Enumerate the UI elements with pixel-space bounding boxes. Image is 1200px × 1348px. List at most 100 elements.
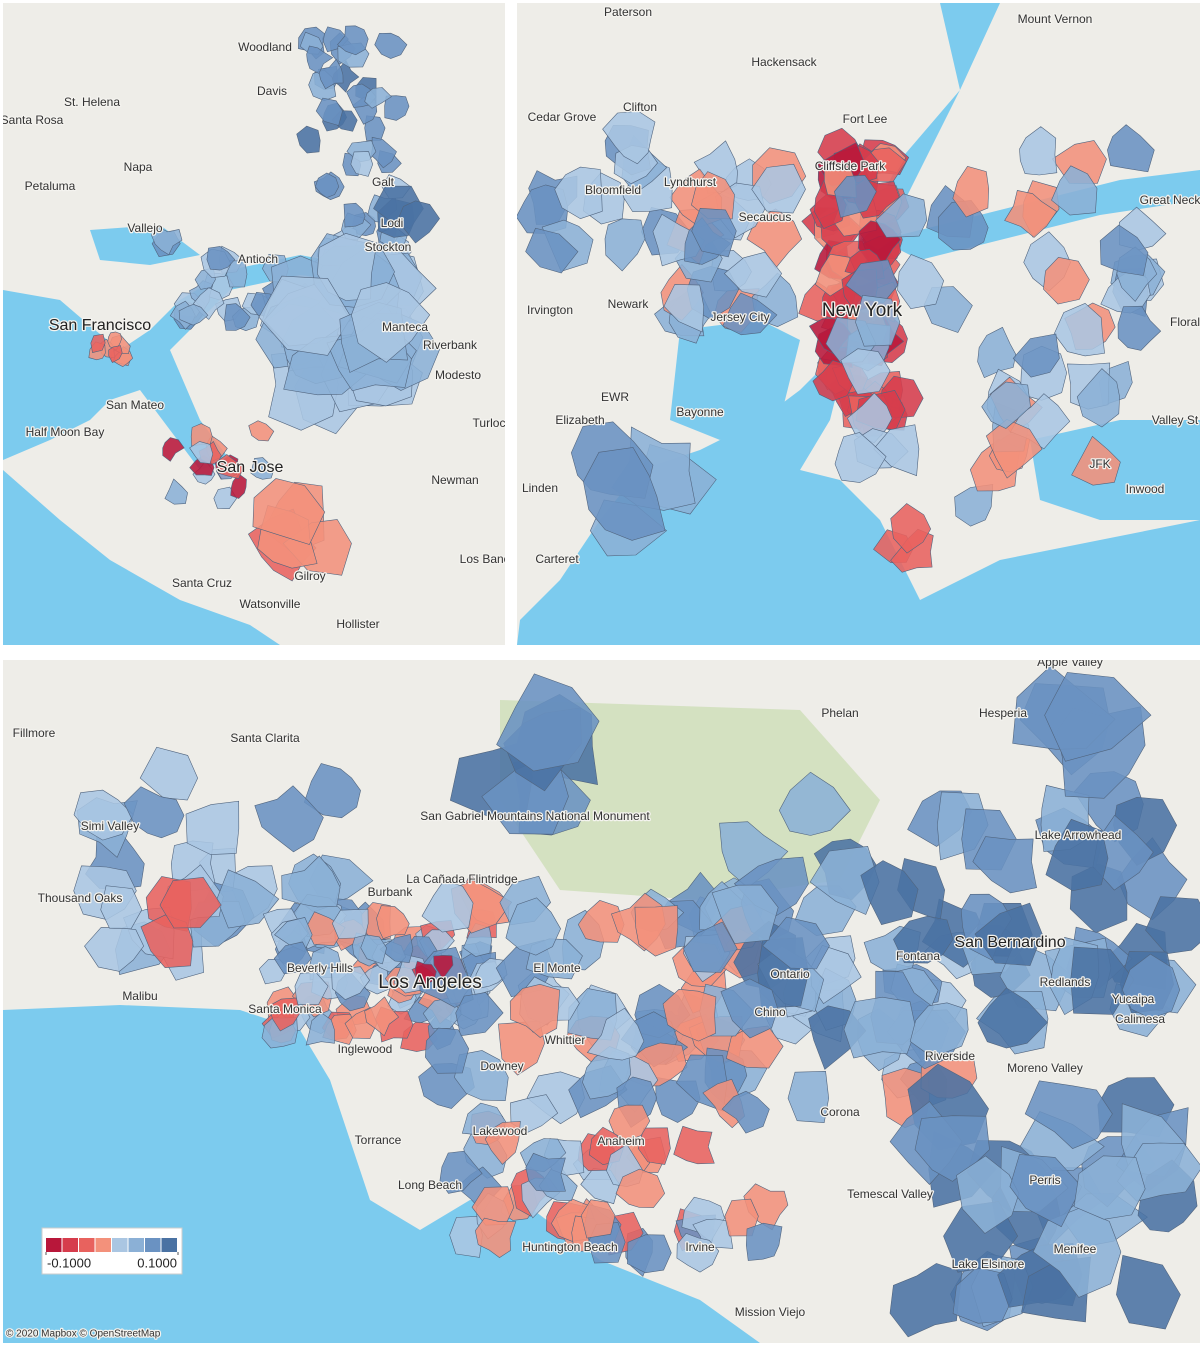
legend-label: -0.1000 bbox=[47, 1255, 91, 1270]
legend-swatch bbox=[79, 1238, 95, 1252]
place-label: Bloomfield bbox=[585, 183, 641, 197]
legend-label: 0.1000 bbox=[137, 1255, 177, 1270]
place-label: Cliffside Park bbox=[815, 159, 886, 173]
legend-swatch bbox=[129, 1238, 145, 1252]
place-label: Inglewood bbox=[338, 1042, 393, 1056]
place-label: Thousand Oaks bbox=[38, 891, 123, 905]
place-label: Huntington Beach bbox=[522, 1240, 617, 1254]
place-label: Turlock bbox=[473, 416, 513, 430]
place-label: Newark bbox=[608, 297, 650, 311]
place-label: Jersey City bbox=[710, 310, 769, 324]
place-label: La Cañada Flintridge bbox=[406, 872, 518, 886]
place-label: Lake Arrowhead bbox=[1035, 828, 1122, 842]
place-label: Phelan bbox=[821, 706, 858, 720]
place-label: Lakewood bbox=[473, 1124, 528, 1138]
place-label: Bayonne bbox=[676, 405, 724, 419]
place-label: San Mateo bbox=[106, 398, 164, 412]
place-label: Hesperia bbox=[979, 706, 1027, 720]
legend-swatch bbox=[96, 1238, 112, 1252]
place-label: EWR bbox=[601, 390, 629, 404]
place-label: Elizabeth bbox=[555, 413, 604, 427]
place-label: New York bbox=[822, 300, 903, 321]
place-label: Burbank bbox=[368, 885, 414, 899]
place-label: Lodi bbox=[381, 216, 404, 230]
place-label: Downey bbox=[480, 1059, 523, 1073]
place-label: Floral bbox=[1170, 315, 1200, 329]
new-york-map: Paterson Mount Vernon Hackensack Cedar Grov… bbox=[516, 3, 1200, 645]
place-label: Menifee bbox=[1054, 1242, 1097, 1256]
place-label: Riverbank bbox=[423, 338, 478, 352]
place-label: Malibu bbox=[122, 989, 157, 1003]
place-label: Temescal Valley bbox=[847, 1187, 933, 1201]
place-label: Watsonville bbox=[240, 597, 301, 611]
place-label: Torrance bbox=[355, 1133, 402, 1147]
place-label: Chino bbox=[754, 1005, 786, 1019]
place-label: Apple Valley bbox=[1037, 655, 1103, 669]
place-label: Hollister bbox=[336, 617, 379, 631]
place-label: Ontario bbox=[770, 967, 810, 981]
place-label: Clifton bbox=[623, 100, 657, 114]
place-label: Anaheim bbox=[597, 1134, 644, 1148]
place-label: Simi Valley bbox=[81, 819, 139, 833]
place-label: Great Neck bbox=[1140, 193, 1200, 207]
place-label: Moreno Valley bbox=[1007, 1061, 1083, 1075]
attribution: © 2020 Mapbox © OpenStreetMap bbox=[6, 1329, 161, 1340]
place-label: Fillmore bbox=[13, 726, 56, 740]
place-label: Long Beach bbox=[398, 1178, 462, 1192]
region bbox=[844, 997, 916, 1058]
place-label: Galt bbox=[372, 175, 395, 189]
place-label: Inwood bbox=[1126, 482, 1165, 496]
place-label: Vallejo bbox=[127, 221, 162, 235]
place-label: Fontana bbox=[896, 949, 940, 963]
place-label: Calimesa bbox=[1115, 1012, 1165, 1026]
region bbox=[627, 1235, 671, 1273]
legend-swatch bbox=[145, 1238, 161, 1252]
place-label: Stockton bbox=[365, 240, 412, 254]
place-label: Santa Rosa bbox=[1, 113, 64, 127]
place-label: Half Moon Bay bbox=[26, 425, 105, 439]
place-label: Mission Viejo bbox=[735, 1305, 806, 1319]
place-label: Beverly Hills bbox=[287, 961, 353, 975]
place-label: St. Helena bbox=[64, 95, 120, 109]
place-label: Los Banos bbox=[460, 552, 517, 566]
place-label: Carteret bbox=[535, 552, 579, 566]
place-label: El Monte bbox=[533, 961, 581, 975]
place-label: Paterson bbox=[604, 5, 652, 19]
legend-swatch bbox=[112, 1238, 128, 1252]
place-label: San Francisco bbox=[49, 317, 151, 334]
place-label: Whittier bbox=[545, 1033, 586, 1047]
place-label: Mount Vernon bbox=[1018, 12, 1093, 26]
place-label: Woodland bbox=[238, 40, 292, 54]
place-label: Los Angeles bbox=[378, 972, 482, 993]
place-label: JFK bbox=[1089, 457, 1110, 471]
place-label: Secaucus bbox=[739, 210, 792, 224]
place-label: Corona bbox=[820, 1105, 860, 1119]
place-label: Linden bbox=[522, 481, 558, 495]
place-label: Modesto bbox=[435, 368, 481, 382]
place-label: San Bernardino bbox=[954, 934, 1065, 951]
place-label: Santa Monica bbox=[248, 1002, 322, 1016]
place-label: Newman bbox=[431, 473, 478, 487]
legend: -0.1000 0.1000 bbox=[42, 1228, 182, 1274]
place-label: Manteca bbox=[382, 320, 428, 334]
place-label: Irvington bbox=[527, 303, 573, 317]
place-label: Lake Elsinore bbox=[952, 1257, 1025, 1271]
place-label: Redlands bbox=[1040, 975, 1091, 989]
place-label: Fort Lee bbox=[843, 112, 888, 126]
place-label: Irvine bbox=[685, 1240, 715, 1254]
place-label: Yucaipa bbox=[1112, 992, 1155, 1006]
place-label: Valley St bbox=[1152, 413, 1199, 427]
place-label: Cedar Grove bbox=[528, 110, 597, 124]
place-label: Hackensack bbox=[751, 55, 817, 69]
legend-swatch bbox=[46, 1238, 62, 1252]
place-label: Santa Cruz bbox=[172, 576, 232, 590]
place-label: Davis bbox=[257, 84, 287, 98]
place-label: San Jose bbox=[217, 459, 284, 476]
place-label: Petaluma bbox=[25, 179, 76, 193]
place-label: San Gabriel Mountains National Monument bbox=[420, 809, 650, 823]
place-label: Riverside bbox=[925, 1049, 975, 1063]
place-label: Antioch bbox=[238, 252, 278, 266]
